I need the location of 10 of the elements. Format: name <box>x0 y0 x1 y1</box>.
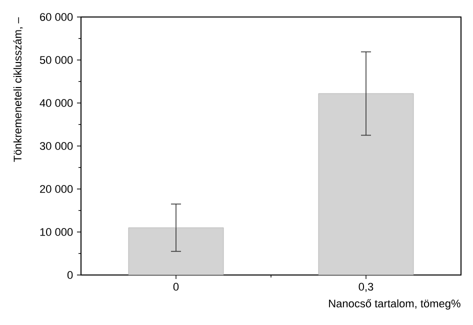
y-tick-label: 50 000 <box>40 56 73 64</box>
x-axis-title: Nanocső tartalom, tömeg% <box>329 299 460 310</box>
y-tick-label: 20 000 <box>40 185 73 193</box>
y-tick-label: 10 000 <box>40 228 73 236</box>
y-tick-label: 30 000 <box>40 142 73 150</box>
y-tick-label: 60 000 <box>40 13 73 21</box>
y-tick-label: 0 <box>67 271 73 279</box>
x-tick-label: 0,3 <box>358 282 374 292</box>
y-tick-label: 40 000 <box>40 99 73 107</box>
y-axis-title: Tönkremeneteli ciklusszám, – <box>13 17 23 162</box>
